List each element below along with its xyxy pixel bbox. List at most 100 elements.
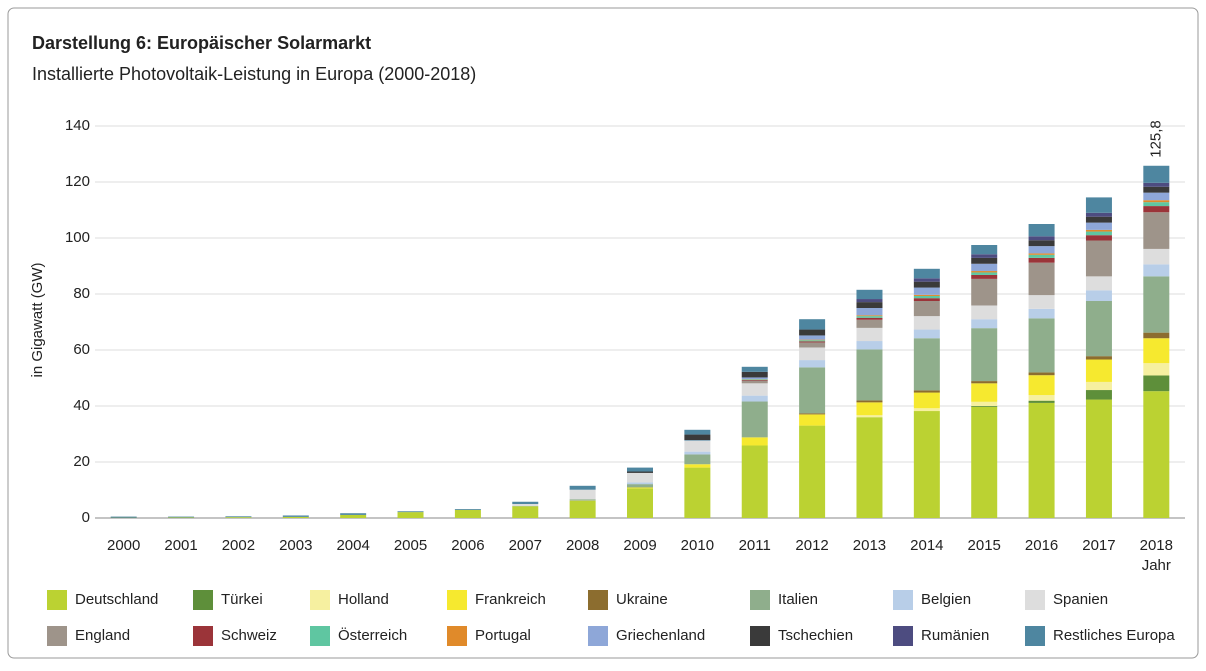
bar-segment (1143, 187, 1169, 193)
bar-segment (1143, 375, 1169, 391)
bar-segment (856, 400, 882, 402)
legend-swatch (1025, 590, 1045, 610)
legend-label: Restliches Europa (1053, 627, 1175, 644)
legend-swatch (193, 590, 213, 610)
bar-segment (627, 487, 653, 488)
y-tick-label: 140 (65, 117, 90, 134)
bar-segment (971, 383, 997, 401)
legend-swatch (310, 590, 330, 610)
bar-segment (856, 349, 882, 400)
legend-swatch (47, 626, 67, 646)
bar-segment (971, 381, 997, 383)
bar-segment (1143, 183, 1169, 187)
bar-segment (1143, 202, 1169, 206)
bar-segment (799, 414, 825, 425)
legend-swatch (893, 590, 913, 610)
bar-segment (627, 468, 653, 472)
bar-segment (742, 372, 768, 378)
bar-segment (971, 272, 997, 275)
bar-segment (799, 360, 825, 367)
legend-label: Portugal (475, 627, 531, 644)
bar-segment (627, 473, 653, 483)
bar-segment (742, 377, 768, 379)
legend-swatch (588, 590, 608, 610)
legend-label: Schweiz (221, 627, 277, 644)
legend-swatch (1025, 626, 1045, 646)
x-tick-label: 2013 (853, 537, 886, 554)
bar-segment (1029, 318, 1055, 372)
bar-segment (340, 515, 366, 518)
bar-segment (398, 511, 424, 512)
legend-label: Tschechien (778, 627, 853, 644)
bar-segment (799, 340, 825, 341)
legend-label: Österreich (338, 626, 407, 644)
x-axis-label: Jahr (1142, 557, 1171, 574)
bar-segment (799, 335, 825, 339)
y-tick-label: 80 (73, 285, 90, 302)
bar-segment (742, 380, 768, 381)
bar-segment (742, 367, 768, 372)
bar-segment (1143, 333, 1169, 339)
bar-segment (971, 275, 997, 279)
x-tick-label: 2018 (1140, 537, 1173, 554)
bar-segment (1086, 360, 1112, 382)
legend-label: Deutschland (75, 591, 158, 608)
x-tick-label: 2004 (336, 537, 369, 554)
bar-segment (1029, 403, 1055, 518)
y-tick-label: 100 (65, 229, 90, 246)
legend-label: Griechenland (616, 627, 705, 644)
bar-segment (684, 468, 710, 518)
bar-segment (168, 517, 194, 518)
bar-segment (684, 452, 710, 455)
bar-segment (1086, 241, 1112, 277)
bar-segment (570, 501, 596, 518)
x-tick-label: 2011 (739, 537, 771, 554)
bar-segment (627, 482, 653, 484)
bar-segment (225, 517, 251, 518)
bar-segment (1029, 295, 1055, 309)
legend-label: Türkei (221, 591, 263, 608)
bar-segment (856, 402, 882, 415)
bar-segment (914, 282, 940, 288)
bar-segment (914, 408, 940, 411)
bar-segment (799, 342, 825, 347)
y-tick-label: 40 (73, 397, 90, 414)
x-tick-label: 2001 (164, 537, 197, 554)
bar-segment (914, 411, 940, 518)
bar-segment (799, 413, 825, 414)
bar-segment (914, 390, 940, 392)
bar-segment (971, 258, 997, 264)
bar-segment (856, 417, 882, 518)
bar-segment (1029, 253, 1055, 254)
bar-segment (627, 484, 653, 487)
bar-segment (971, 407, 997, 518)
bar-segment (1029, 375, 1055, 395)
x-tick-label: 2007 (509, 537, 542, 554)
bar-segment (455, 509, 481, 510)
bar-segment (1143, 206, 1169, 212)
x-tick-label: 2005 (394, 537, 427, 554)
bar-segment (684, 441, 710, 452)
legend-swatch (447, 590, 467, 610)
bar-segment (1143, 193, 1169, 201)
bar-segment (1086, 217, 1112, 223)
bar-segment (1086, 232, 1112, 236)
bar-segment (283, 517, 309, 518)
bar-segment (742, 396, 768, 402)
bar-segment (1086, 390, 1112, 400)
bar-segment (914, 298, 940, 301)
y-tick-label: 60 (73, 341, 90, 358)
bar-segment (799, 319, 825, 329)
bar-segment (856, 318, 882, 320)
bar-segment (914, 288, 940, 295)
bar-segment (1086, 213, 1112, 217)
bar-segment (856, 320, 882, 328)
bar-segment (627, 472, 653, 473)
bar-segment (1029, 401, 1055, 403)
bar-segment (1143, 249, 1169, 264)
bar-segment (914, 295, 940, 296)
bar-segment (684, 440, 710, 441)
bar-segment (1086, 235, 1112, 240)
bar-segment (971, 271, 997, 272)
legend-swatch (193, 626, 213, 646)
